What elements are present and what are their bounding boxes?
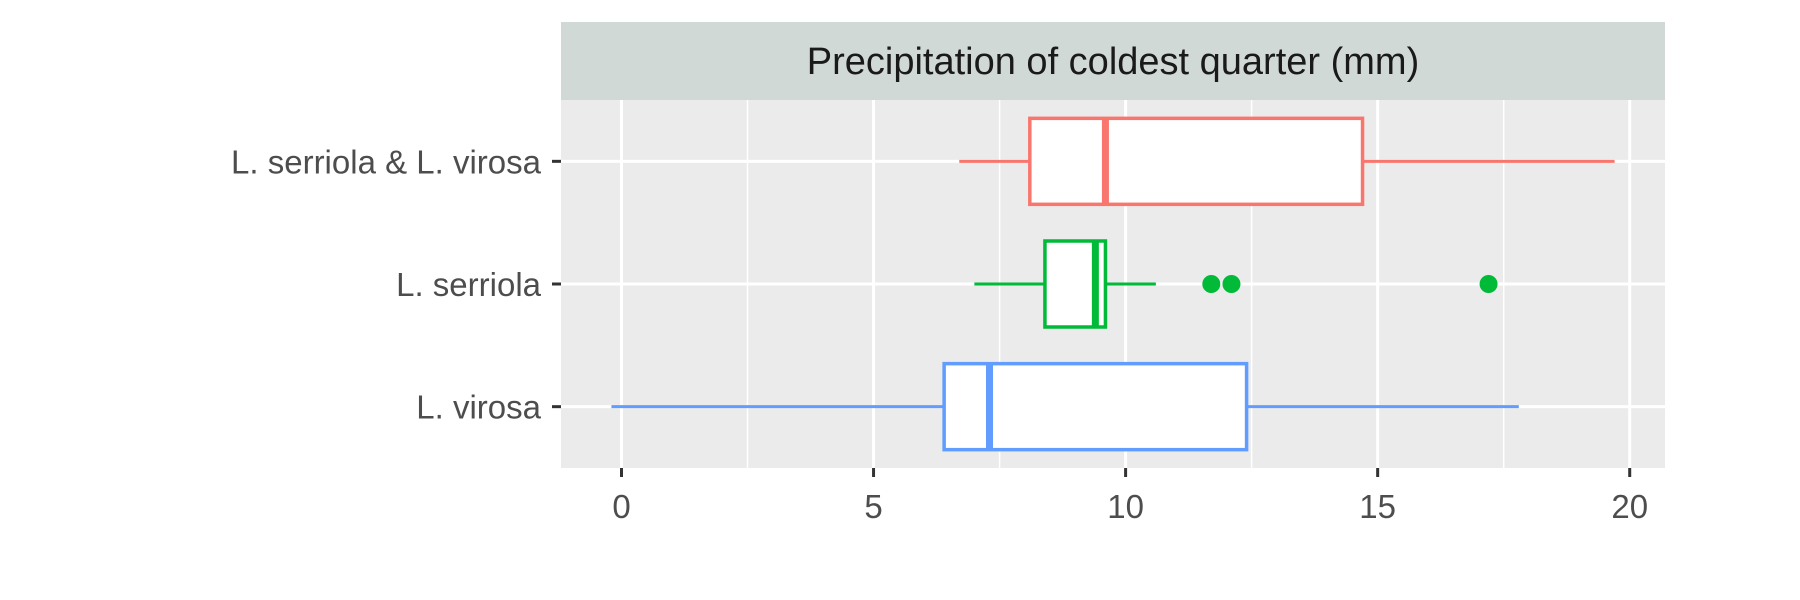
- box-group: [959, 116, 1615, 207]
- x-tick-label: 0: [612, 488, 630, 525]
- box-group: [611, 361, 1519, 452]
- facet-strip-background: [561, 22, 1665, 100]
- outlier-point: [1202, 275, 1221, 293]
- outlier-point: [1479, 275, 1498, 293]
- axes: 0 5 10 15 20 L. serriola & L. virosa L. serrio…: [231, 143, 1648, 525]
- x-tick-label: 20: [1611, 488, 1648, 525]
- box-series: [611, 116, 1615, 452]
- box: [942, 361, 1249, 452]
- x-tick-label: 15: [1359, 488, 1396, 525]
- facet-strip-label: Precipitation of coldest quarter (mm): [807, 41, 1419, 83]
- y-tick-label: L. serriola & L. virosa: [231, 143, 542, 180]
- x-tick-label: 10: [1107, 488, 1144, 525]
- box-group: [974, 239, 1498, 329]
- y-tick-label: L. serriola: [396, 266, 542, 303]
- y-tick-label: L. virosa: [416, 389, 541, 426]
- outlier-point: [1222, 275, 1241, 293]
- facet-strip: Precipitation of coldest quarter (mm): [561, 22, 1665, 100]
- box: [1028, 116, 1365, 207]
- x-tick-label: 5: [864, 488, 882, 525]
